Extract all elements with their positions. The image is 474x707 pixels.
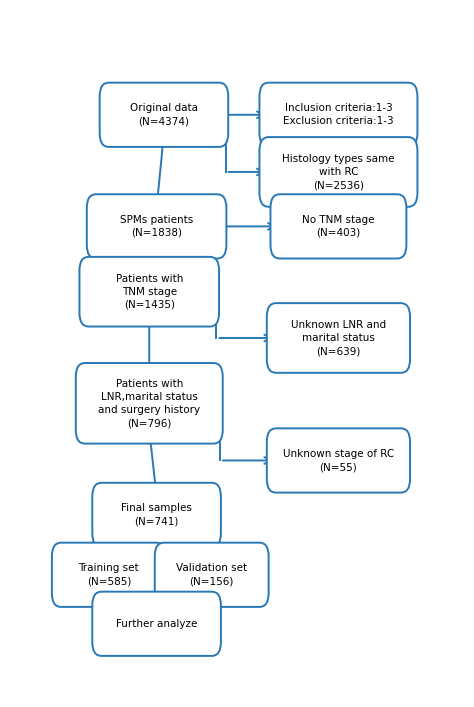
Text: Inclusion criteria:1-3
Exclusion criteria:1-3: Inclusion criteria:1-3 Exclusion criteri…	[283, 103, 394, 127]
Text: Training set
(N=585): Training set (N=585)	[79, 563, 139, 586]
Text: SPMs patients
(N=1838): SPMs patients (N=1838)	[120, 215, 193, 238]
Text: Unknown stage of RC
(N=55): Unknown stage of RC (N=55)	[283, 449, 394, 472]
FancyBboxPatch shape	[259, 83, 418, 147]
FancyBboxPatch shape	[259, 137, 418, 206]
FancyBboxPatch shape	[155, 543, 269, 607]
Text: Further analyze: Further analyze	[116, 619, 197, 629]
Text: Unknown LNR and
marital status
(N=639): Unknown LNR and marital status (N=639)	[291, 320, 386, 356]
FancyBboxPatch shape	[92, 483, 221, 547]
FancyBboxPatch shape	[100, 83, 228, 147]
FancyBboxPatch shape	[267, 428, 410, 493]
Text: Original data
(N=4374): Original data (N=4374)	[130, 103, 198, 127]
Text: Final samples
(N=741): Final samples (N=741)	[121, 503, 192, 527]
FancyBboxPatch shape	[76, 363, 223, 443]
Text: Patients with
LNR,marital status
and surgery history
(N=796): Patients with LNR,marital status and sur…	[98, 378, 201, 428]
Text: No TNM stage
(N=403): No TNM stage (N=403)	[302, 215, 374, 238]
FancyBboxPatch shape	[80, 257, 219, 327]
FancyBboxPatch shape	[92, 592, 221, 656]
FancyBboxPatch shape	[267, 303, 410, 373]
Text: Patients with
TNM stage
(N=1435): Patients with TNM stage (N=1435)	[116, 274, 183, 310]
Text: Histology types same
with RC
(N=2536): Histology types same with RC (N=2536)	[282, 153, 395, 190]
FancyBboxPatch shape	[87, 194, 227, 259]
FancyBboxPatch shape	[52, 543, 166, 607]
Text: Validation set
(N=156): Validation set (N=156)	[176, 563, 247, 586]
FancyBboxPatch shape	[271, 194, 406, 259]
